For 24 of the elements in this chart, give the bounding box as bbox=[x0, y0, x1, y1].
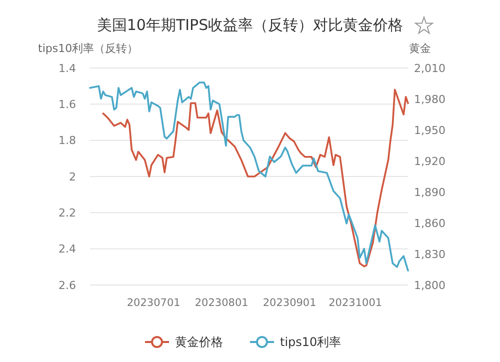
y2-tick-label: 1,920 bbox=[414, 154, 446, 168]
y-tick-label: 1.4 bbox=[58, 62, 76, 75]
y2-tick-label: 2,010 bbox=[414, 62, 446, 75]
y2-tick-label: 1,860 bbox=[414, 216, 446, 230]
y-tick-label: 1.8 bbox=[58, 134, 76, 148]
y2-tick-label: 1,980 bbox=[414, 92, 446, 106]
y2-tick-label: 1,890 bbox=[414, 186, 446, 199]
chart-title: 美国10年期TIPS收益率（反转）对比黄金价格 bbox=[96, 16, 404, 34]
legend-label: tips10利率 bbox=[280, 335, 342, 350]
y2-axis-title: 黄金 bbox=[409, 42, 431, 55]
y-tick-label: 2.6 bbox=[58, 278, 76, 292]
legend-label: 黄金价格 bbox=[175, 335, 223, 350]
y-tick-label: 2.2 bbox=[58, 206, 76, 220]
y-tick-label: 2 bbox=[69, 170, 76, 184]
y2-tick-label: 1,950 bbox=[414, 124, 446, 137]
x-tick-label: 20230901 bbox=[262, 297, 316, 309]
x-tick-label: 20230701 bbox=[126, 297, 180, 309]
x-tick-label: 20231001 bbox=[328, 297, 382, 309]
y2-tick-label: 1,800 bbox=[414, 278, 446, 292]
y-tick-label: 2.4 bbox=[58, 242, 76, 256]
y2-tick-label: 1,830 bbox=[414, 248, 446, 261]
y-tick-label: 1.6 bbox=[58, 98, 76, 112]
y-axis-title: tips10利率（反转） bbox=[38, 42, 138, 55]
x-tick-label: 20230801 bbox=[194, 297, 248, 309]
